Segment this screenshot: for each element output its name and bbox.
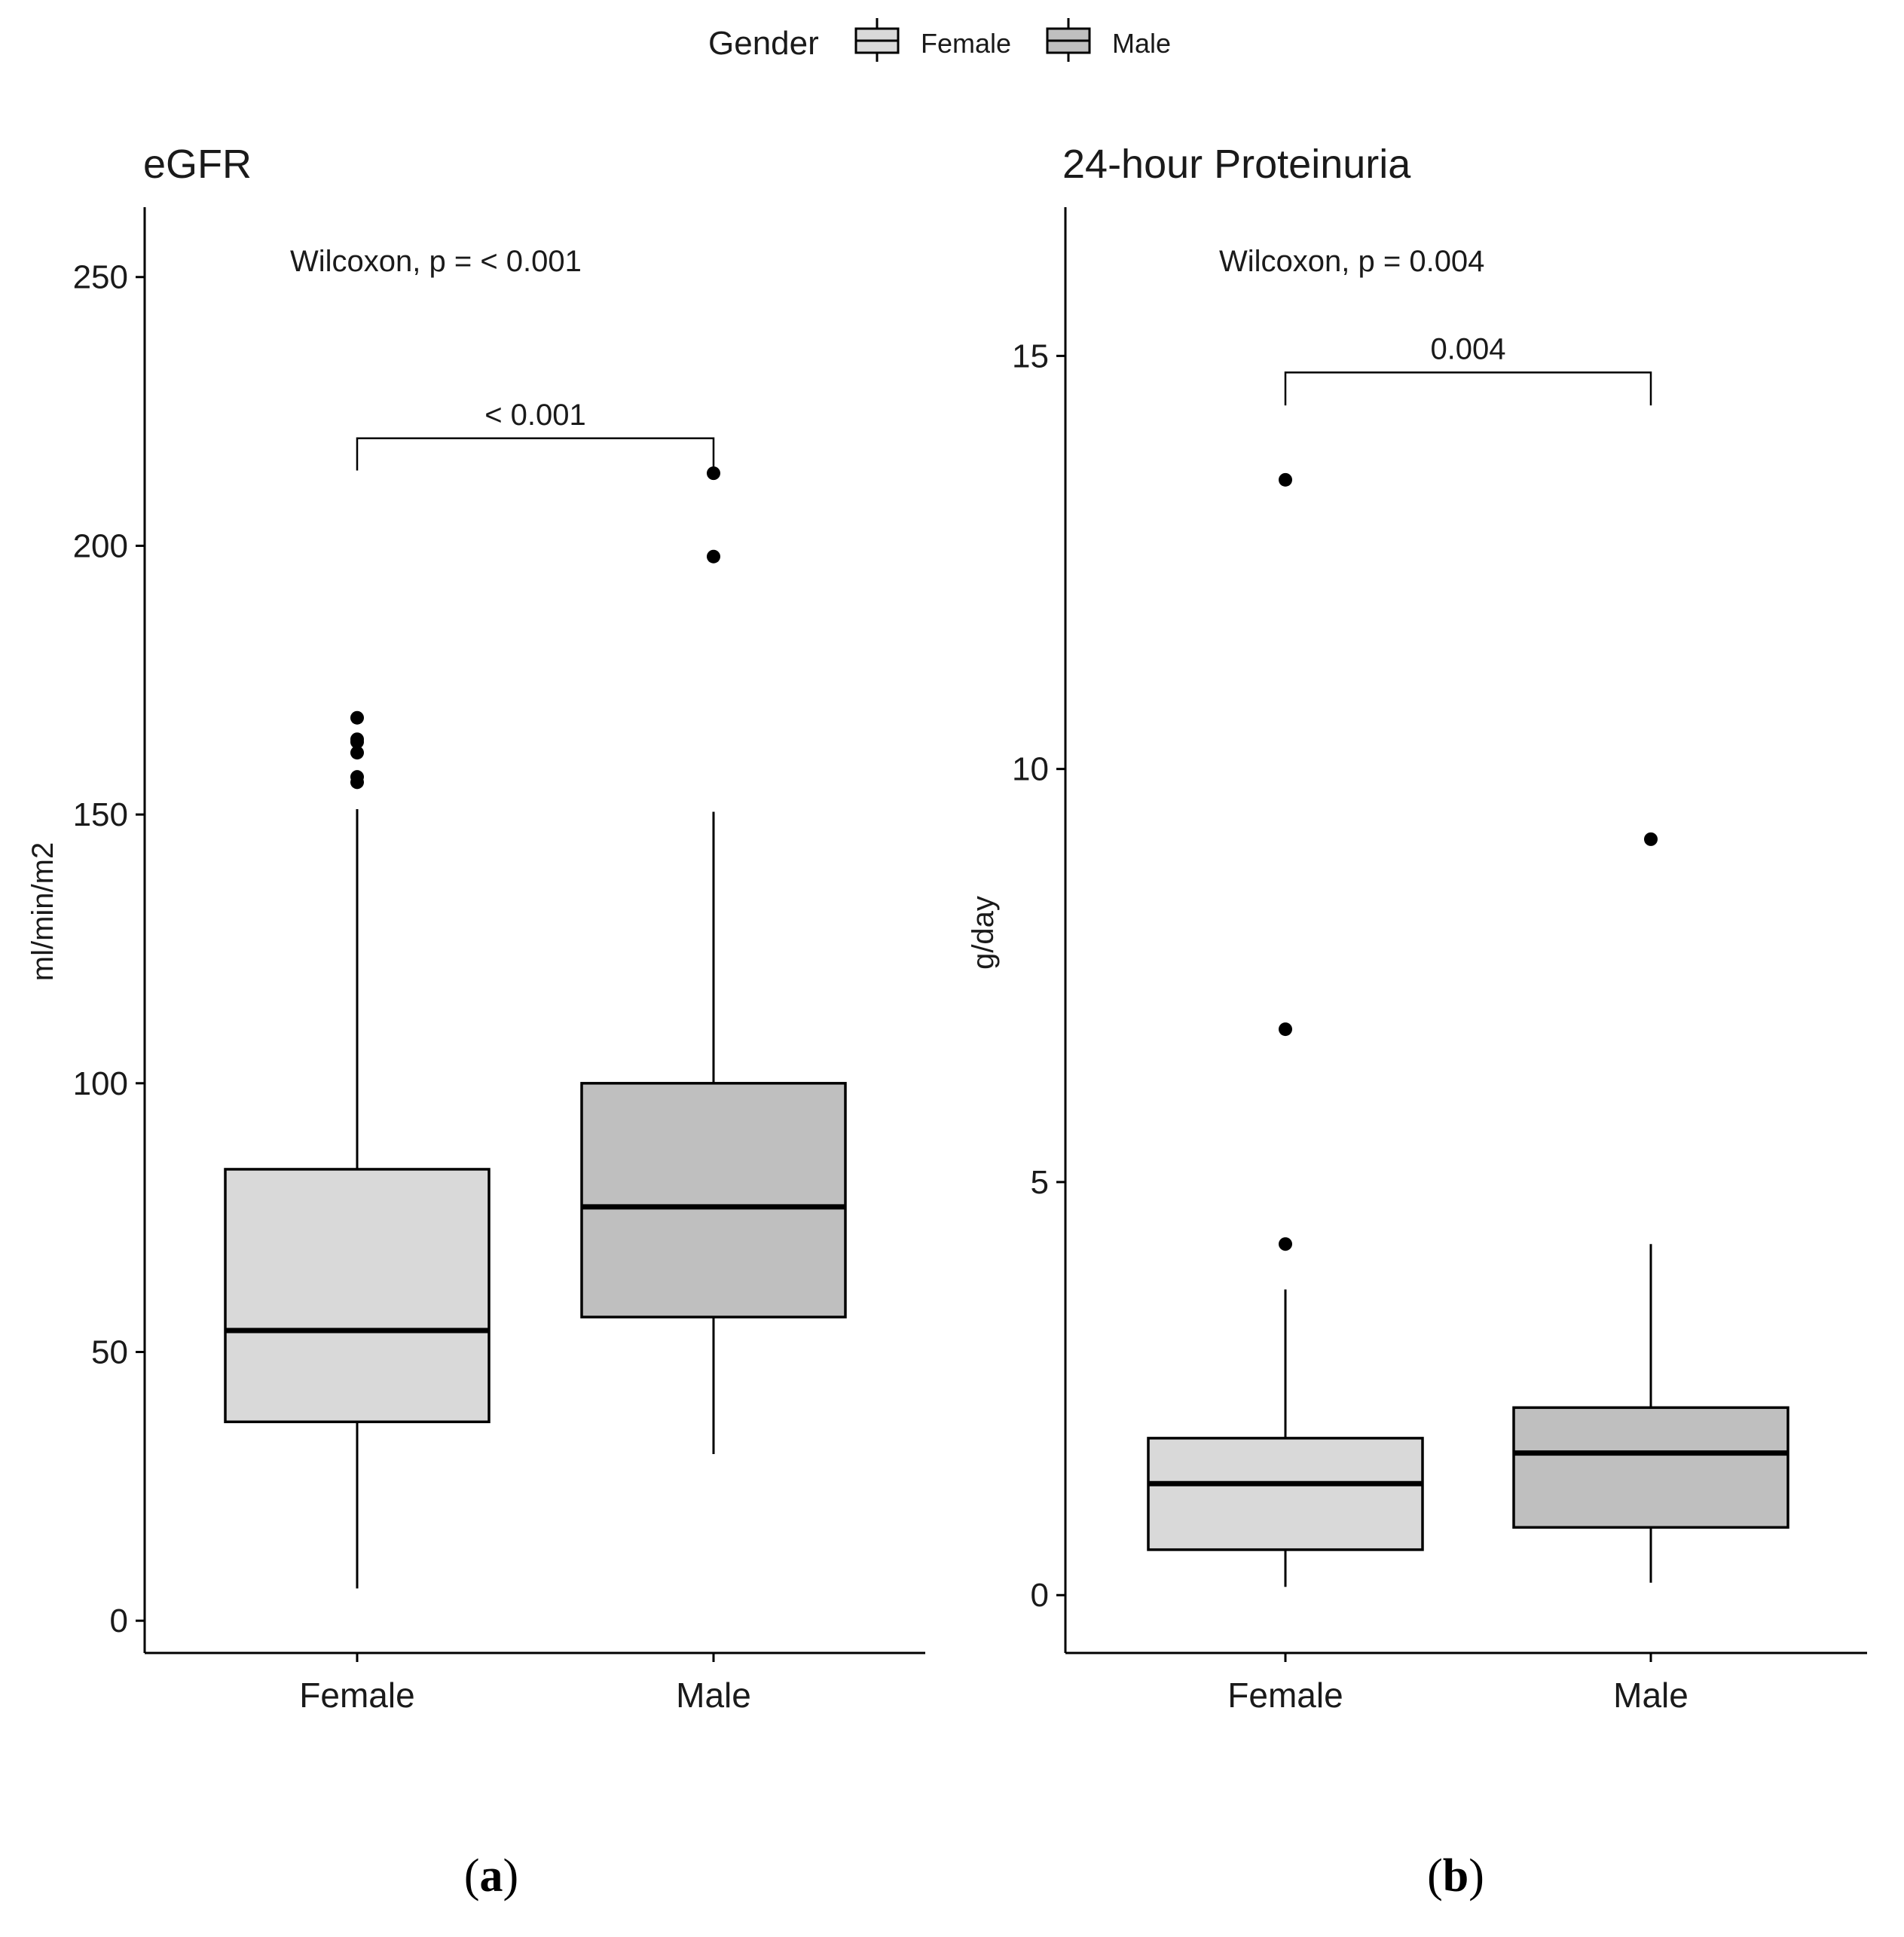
box-egfr-female <box>224 1168 491 1423</box>
outlier-point-proteinuria-female <box>1279 1022 1292 1037</box>
y-tick-label-egfr: 0 <box>110 1602 128 1639</box>
legend-label-female: Female <box>921 28 1011 59</box>
y-tick-label-proteinuria: 10 <box>1012 751 1049 788</box>
outlier-point-egfr-male <box>707 466 720 481</box>
x-tick-label-proteinuria: Male <box>1613 1676 1689 1715</box>
bracket-p-label-egfr: < 0.001 <box>484 399 586 432</box>
legend-key-female <box>854 18 900 62</box>
bracket-p-label-proteinuria: 0.004 <box>1430 332 1505 365</box>
outlier-point-proteinuria-female <box>1279 1237 1292 1251</box>
y-axis-label-proteinuria: g/day <box>967 896 1000 970</box>
box-proteinuria-female <box>1147 1437 1424 1551</box>
box-proteinuria-male <box>1512 1406 1789 1529</box>
y-axis-label-egfr: ml/min/m2 <box>26 842 60 981</box>
outlier-point-egfr-male <box>707 549 720 564</box>
comparison-bracket-proteinuria <box>1284 371 1652 406</box>
panel-label-a: (a) <box>464 1850 518 1902</box>
y-tick-label-proteinuria: 15 <box>1012 338 1049 374</box>
legend-key-male <box>1046 18 1091 62</box>
legend-label-male: Male <box>1112 28 1171 59</box>
outlier-point-egfr-female <box>350 732 364 747</box>
chart-panel-egfr: eGFR ml/min/m2 Wilcoxon, p = < 0.001 0 50… <box>26 142 925 1715</box>
outlier-point-egfr-female <box>350 770 364 784</box>
stat-test-label-egfr: Wilcoxon, p = < 0.001 <box>290 245 582 278</box>
x-tick-label-proteinuria: Female <box>1227 1676 1343 1715</box>
stat-test-label-proteinuria: Wilcoxon, p = 0.004 <box>1219 245 1484 278</box>
x-tick-label-egfr: Female <box>299 1676 414 1715</box>
y-tick-label-proteinuria: 0 <box>1031 1577 1049 1614</box>
legend-title: Gender <box>708 25 819 62</box>
y-tick-label-egfr: 250 <box>73 259 128 296</box>
y-tick-label-egfr: 100 <box>73 1065 128 1102</box>
outlier-point-proteinuria-male <box>1644 832 1658 846</box>
outlier-point-proteinuria-female <box>1279 472 1292 487</box>
panel-label-b: (b) <box>1427 1850 1484 1902</box>
y-tick-label-proteinuria: 5 <box>1031 1164 1049 1201</box>
outlier-point-egfr-female <box>350 710 364 725</box>
chart-panel-proteinuria: 24-hour Proteinuria g/day Wilcoxon, p = … <box>967 142 1867 1715</box>
y-tick-label-egfr: 200 <box>73 527 128 564</box>
y-tick-label-egfr: 150 <box>73 796 128 833</box>
y-tick-label-egfr: 50 <box>91 1334 128 1371</box>
x-tick-label-egfr: Male <box>676 1676 751 1715</box>
chart-title-egfr: eGFR <box>143 142 252 187</box>
chart-title-proteinuria: 24-hour Proteinuria <box>1062 142 1411 187</box>
comparison-bracket-egfr <box>356 437 715 471</box>
box-egfr-male <box>580 1082 847 1318</box>
legend: Gender Female Male <box>708 18 1171 62</box>
outlier-point-egfr-female <box>350 746 364 760</box>
